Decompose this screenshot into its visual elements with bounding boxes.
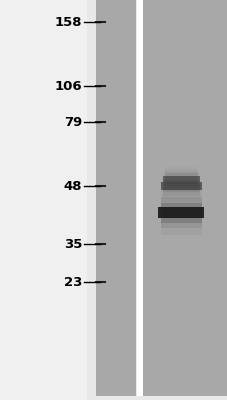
Bar: [158, 207, 203, 218]
Text: 158: 158: [54, 16, 82, 28]
Bar: [164, 170, 197, 187]
Bar: [162, 180, 199, 192]
Bar: [162, 172, 199, 200]
Bar: [0, 0, 86, 400]
Bar: [164, 167, 197, 191]
Bar: [162, 176, 199, 182]
Bar: [160, 197, 201, 228]
Bar: [160, 203, 201, 223]
Bar: [95, 0, 135, 396]
Bar: [160, 190, 201, 235]
Text: 23: 23: [63, 276, 82, 288]
Text: 48: 48: [63, 180, 82, 192]
Bar: [137, 0, 142, 396]
Bar: [142, 0, 227, 396]
Bar: [162, 176, 199, 196]
Text: 79: 79: [64, 116, 82, 128]
Bar: [160, 182, 201, 190]
Text: 106: 106: [54, 80, 82, 92]
Text: 35: 35: [63, 238, 82, 250]
Bar: [164, 173, 197, 184]
